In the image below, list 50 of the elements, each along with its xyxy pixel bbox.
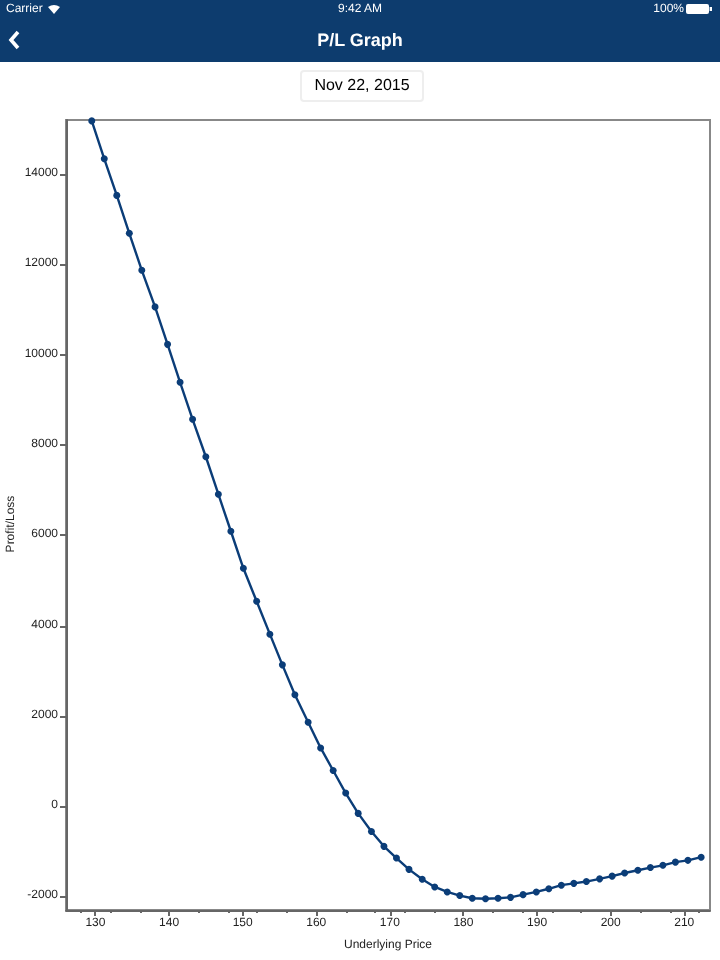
point: [646, 864, 654, 872]
point: [164, 340, 172, 348]
point: [418, 875, 426, 883]
point: [456, 892, 464, 900]
point: [697, 853, 705, 861]
point: [189, 415, 197, 423]
point: [138, 266, 146, 274]
point: [329, 767, 337, 775]
point: [659, 861, 667, 869]
point: [570, 879, 578, 887]
point: [621, 869, 629, 877]
point: [431, 883, 439, 891]
point: [202, 453, 210, 461]
point: [113, 191, 121, 199]
point: [443, 888, 451, 896]
point: [634, 866, 642, 874]
point: [507, 893, 515, 901]
point: [380, 842, 388, 850]
chart-title: P/L Graph: [315, 28, 405, 54]
chart-subtitle: Nov 22, 2015: [300, 70, 424, 102]
point: [494, 894, 502, 902]
point: [582, 878, 590, 886]
point: [367, 827, 375, 835]
point: [482, 895, 490, 903]
point: [532, 888, 540, 896]
point: [671, 858, 679, 866]
point: [468, 894, 476, 902]
point: [88, 117, 96, 125]
point: [354, 809, 362, 817]
point: [519, 891, 527, 899]
point: [214, 490, 222, 498]
point: [125, 229, 133, 237]
point: [227, 527, 235, 535]
point: [176, 378, 184, 386]
point: [291, 691, 299, 699]
point: [545, 885, 553, 893]
point: [253, 597, 261, 605]
point: [266, 630, 274, 638]
point: [278, 661, 286, 669]
point: [239, 564, 247, 572]
point: [392, 854, 400, 862]
point: [342, 789, 350, 797]
point: [100, 155, 108, 163]
point: [557, 881, 565, 889]
point: [304, 718, 312, 726]
point: [596, 875, 604, 883]
point: [405, 865, 413, 873]
point: [608, 872, 616, 880]
point: [317, 744, 325, 752]
point: [684, 856, 692, 864]
